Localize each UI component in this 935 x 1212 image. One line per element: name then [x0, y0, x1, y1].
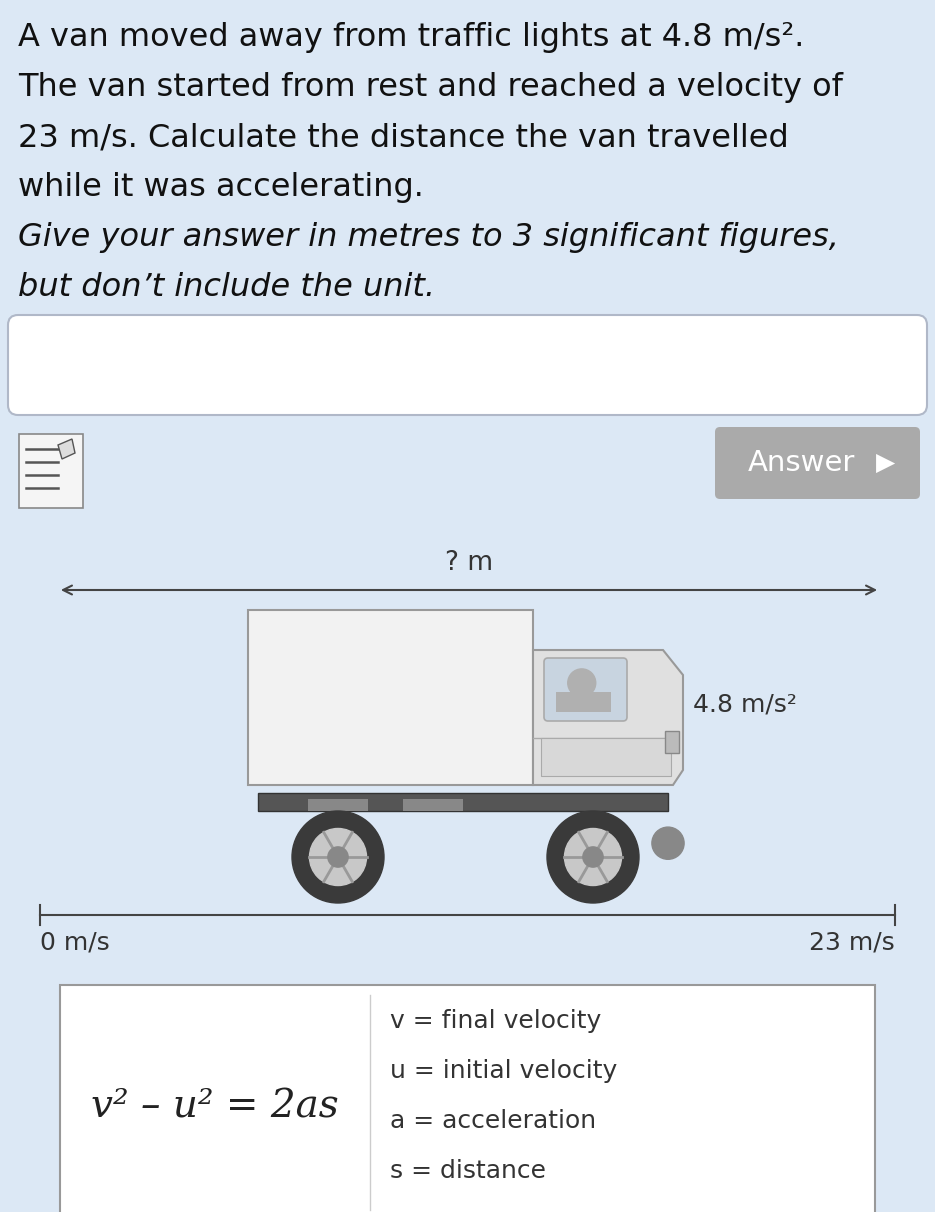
- Text: 4.8 m/s²: 4.8 m/s²: [693, 693, 797, 718]
- FancyBboxPatch shape: [8, 315, 927, 415]
- Text: 0 m/s: 0 m/s: [40, 931, 109, 955]
- Bar: [541, 738, 671, 776]
- Text: 23 m/s. Calculate the distance the van travelled: 23 m/s. Calculate the distance the van t…: [18, 122, 789, 153]
- Circle shape: [292, 811, 384, 903]
- Text: Answer: Answer: [748, 448, 856, 478]
- Circle shape: [652, 827, 684, 859]
- Text: 23 m/s: 23 m/s: [810, 931, 895, 955]
- FancyBboxPatch shape: [715, 427, 920, 499]
- Bar: [665, 731, 679, 753]
- Text: but don’t include the unit.: but don’t include the unit.: [18, 271, 435, 303]
- Text: Give your answer in metres to 3 significant figures,: Give your answer in metres to 3 signific…: [18, 222, 839, 253]
- Text: while it was accelerating.: while it was accelerating.: [18, 172, 424, 202]
- Polygon shape: [58, 439, 75, 459]
- Text: a = acceleration: a = acceleration: [390, 1109, 597, 1133]
- Circle shape: [568, 669, 596, 697]
- Text: A van moved away from traffic lights at 4.8 m/s².: A van moved away from traffic lights at …: [18, 22, 804, 53]
- Circle shape: [565, 829, 622, 886]
- Text: v² – u² = 2as: v² – u² = 2as: [91, 1090, 338, 1126]
- FancyBboxPatch shape: [544, 658, 627, 721]
- Bar: [60, 985, 875, 1212]
- Text: ▶: ▶: [876, 451, 896, 475]
- Text: u = initial velocity: u = initial velocity: [390, 1059, 617, 1084]
- Bar: [403, 799, 463, 811]
- Bar: [248, 610, 533, 785]
- Bar: [258, 793, 668, 811]
- Text: The van started from rest and reached a velocity of: The van started from rest and reached a …: [18, 72, 842, 103]
- Circle shape: [309, 829, 367, 886]
- Text: v = final velocity: v = final velocity: [390, 1010, 601, 1033]
- Circle shape: [547, 811, 639, 903]
- Circle shape: [583, 847, 603, 867]
- Circle shape: [328, 847, 348, 867]
- Bar: [308, 799, 368, 811]
- Polygon shape: [533, 650, 683, 785]
- Text: ? m: ? m: [445, 550, 493, 576]
- Bar: [556, 692, 611, 711]
- FancyBboxPatch shape: [19, 434, 83, 508]
- Text: s = distance: s = distance: [390, 1159, 546, 1183]
